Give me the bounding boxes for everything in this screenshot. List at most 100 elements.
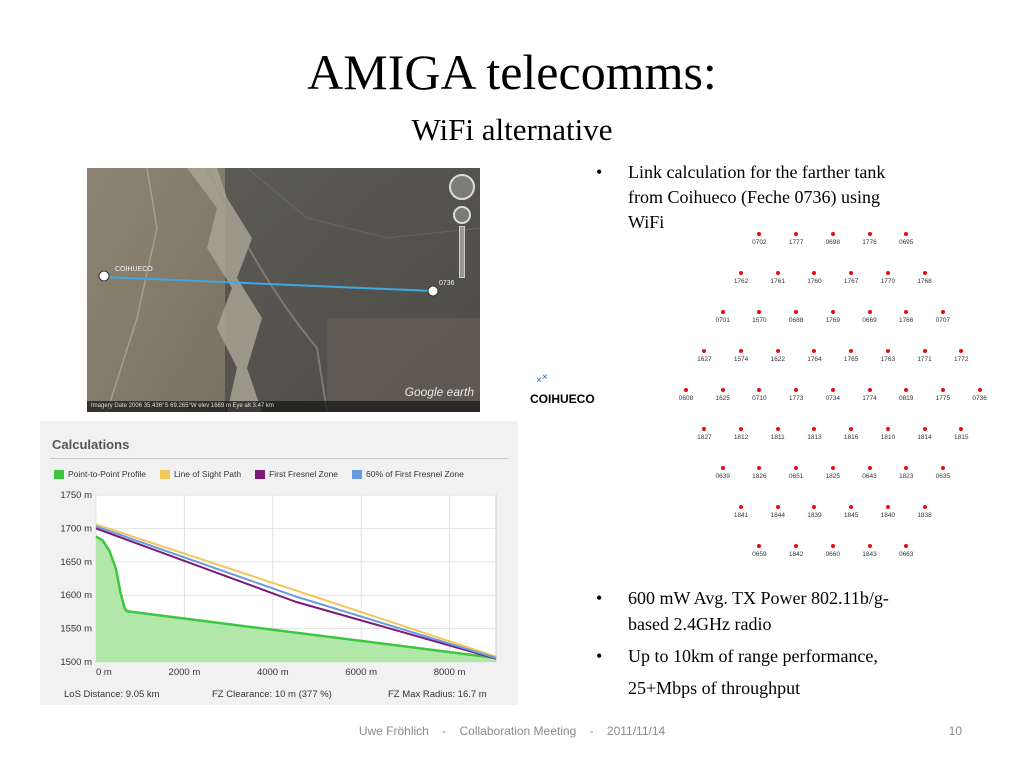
tank-marker: 1772 bbox=[941, 349, 981, 364]
tank-dot-icon bbox=[794, 388, 799, 392]
tank-dot-icon bbox=[812, 427, 817, 431]
fz-max-radius: FZ Max Radius: 16.7 m bbox=[388, 689, 487, 700]
divider bbox=[50, 458, 508, 459]
bullet-line: WiFi bbox=[628, 212, 665, 232]
tank-marker: 0659 bbox=[739, 544, 779, 559]
y-tick-label: 1650 m bbox=[60, 557, 92, 568]
tank-marker: 1773 bbox=[776, 388, 816, 403]
tank-marker: 1841 bbox=[721, 505, 761, 520]
tank-dot-icon bbox=[830, 466, 835, 470]
tank-id-label: 1627 bbox=[697, 356, 712, 363]
bullet-line: 25+Mbps of throughput bbox=[628, 678, 801, 698]
tank-marker: 1625 bbox=[703, 388, 743, 403]
tank-marker: 0639 bbox=[703, 466, 743, 481]
look-control-icon[interactable] bbox=[453, 206, 471, 224]
tank-id-label: 0660 bbox=[825, 551, 841, 558]
tank-id-label: 0669 bbox=[862, 317, 877, 324]
x-tick-label: 0 m bbox=[96, 667, 112, 678]
tank-dot-icon bbox=[720, 388, 725, 392]
y-tick-label: 1600 m bbox=[60, 590, 92, 601]
calculations-title: Calculations bbox=[52, 437, 130, 452]
tank-marker: 1762 bbox=[721, 271, 761, 286]
y-tick-label: 1550 m bbox=[60, 624, 92, 635]
tank-dot-icon bbox=[830, 310, 835, 314]
tank-marker: 1810 bbox=[868, 427, 908, 442]
tank-dot-icon bbox=[922, 427, 927, 431]
tank-marker: 1770 bbox=[868, 271, 908, 286]
placemark-icon bbox=[427, 285, 439, 297]
tank-marker: 1815 bbox=[941, 427, 981, 442]
bullet-item: Up to 10km of range performance, 25+Mbps… bbox=[596, 643, 1016, 701]
tank-id-label: 1842 bbox=[788, 551, 804, 558]
tank-id-label: 1574 bbox=[733, 356, 749, 363]
bullet-line: based 2.4GHz radio bbox=[628, 614, 772, 634]
tank-id-label: 0635 bbox=[935, 473, 951, 480]
tank-dot-icon bbox=[794, 310, 799, 314]
tank-id-label: 1761 bbox=[770, 278, 785, 285]
tank-dot-icon bbox=[959, 349, 964, 353]
tank-marker: 0643 bbox=[850, 466, 890, 481]
tank-marker: 0710 bbox=[739, 388, 779, 403]
tank-id-label: 1844 bbox=[770, 512, 785, 519]
tank-marker: 1816 bbox=[831, 427, 871, 442]
legend-swatch bbox=[159, 469, 170, 479]
satellite-map[interactable]: COIHUECO 0736 Google earth Imagery Date … bbox=[87, 168, 480, 412]
tank-dot-icon bbox=[867, 544, 872, 548]
tank-dot-icon bbox=[720, 310, 725, 314]
tank-id-label: 0663 bbox=[898, 551, 914, 558]
tank-marker: 1844 bbox=[758, 505, 798, 520]
series-line bbox=[95, 525, 497, 659]
tank-dot-icon bbox=[885, 427, 890, 431]
tank-dot-icon bbox=[794, 232, 799, 236]
tank-dot-icon bbox=[849, 505, 854, 509]
coihueco-marker-icon: ×× bbox=[536, 372, 548, 386]
tank-dot-icon bbox=[849, 349, 854, 353]
tank-dot-icon bbox=[977, 388, 982, 392]
tank-dot-icon bbox=[904, 466, 909, 470]
series-line bbox=[95, 527, 497, 660]
tank-marker: 1776 bbox=[850, 232, 890, 247]
tank-id-label: 0659 bbox=[752, 551, 767, 558]
tank-id-label: 1815 bbox=[954, 434, 969, 441]
tank-dot-icon bbox=[757, 310, 762, 314]
tank-dot-icon bbox=[904, 232, 909, 236]
tank-id-label: 1816 bbox=[843, 434, 859, 441]
tank-id-label: 0702 bbox=[752, 239, 767, 246]
tank-id-label: 1776 bbox=[862, 239, 877, 246]
tank-id-label: 0707 bbox=[935, 317, 951, 324]
tank-dot-icon bbox=[757, 388, 762, 392]
legend-swatch bbox=[255, 469, 266, 479]
tank-id-label: 1814 bbox=[917, 434, 932, 441]
tank-id-label: 1764 bbox=[807, 356, 822, 363]
legend-label: Point-to-Point Profile bbox=[68, 469, 146, 479]
navigation-compass-icon[interactable] bbox=[449, 174, 475, 200]
tank-id-label: 0736 bbox=[972, 395, 987, 402]
y-tick-label: 1500 m bbox=[60, 657, 92, 668]
los-distance: LoS Distance: 9.05 km bbox=[64, 689, 160, 700]
tank-marker: 1766 bbox=[886, 310, 926, 325]
tank-id-label: 0701 bbox=[715, 317, 730, 324]
fz-clearance: FZ Clearance: 10 m (377 %) bbox=[212, 689, 332, 700]
tank-dot-icon bbox=[940, 466, 945, 470]
zoom-slider-icon[interactable] bbox=[459, 226, 465, 278]
x-tick-label: 6000 m bbox=[345, 667, 377, 678]
tank-marker: 1812 bbox=[721, 427, 761, 442]
tank-id-label: 1767 bbox=[843, 278, 859, 285]
tank-id-label: 0639 bbox=[715, 473, 730, 480]
tank-marker: 1826 bbox=[739, 466, 779, 481]
tank-dot-icon bbox=[775, 349, 780, 353]
link-line bbox=[103, 276, 434, 292]
tank-dot-icon bbox=[757, 466, 762, 470]
tank-dot-icon bbox=[867, 232, 872, 236]
tank-marker: 1838 bbox=[905, 505, 945, 520]
tank-marker: 1771 bbox=[905, 349, 945, 364]
tank-marker: 1843 bbox=[850, 544, 890, 559]
legend-label: 60% of First Fresnel Zone bbox=[366, 469, 464, 479]
tank-marker: 1760 bbox=[794, 271, 834, 286]
tank-dot-icon bbox=[922, 271, 927, 275]
tank-dot-icon bbox=[739, 505, 744, 509]
tank-marker: 0669 bbox=[850, 310, 890, 325]
tank-dot-icon bbox=[739, 271, 744, 275]
tank-id-label: 1841 bbox=[733, 512, 749, 519]
tank-dot-icon bbox=[757, 232, 762, 236]
